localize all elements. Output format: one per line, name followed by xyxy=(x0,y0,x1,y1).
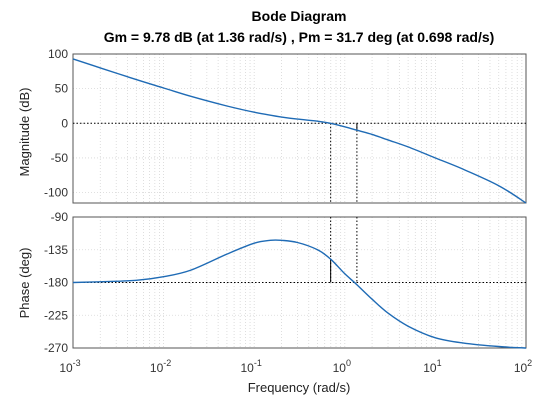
x-tick-label: 10-1 xyxy=(241,358,262,375)
x-tick-label: 102 xyxy=(514,358,532,375)
magnitude-ylabel: Magnitude (dB) xyxy=(17,88,32,177)
x-tick-label: 101 xyxy=(423,358,441,375)
phase-panel: -90 -135 -180 -225 -270 xyxy=(44,210,527,355)
y-tick-label: 0 xyxy=(61,116,68,130)
x-tick-labels: 10-3 10-2 10-1 100 101 102 xyxy=(59,358,532,375)
y-tick-label: 50 xyxy=(55,82,69,96)
x-tick-label: 10-2 xyxy=(150,358,171,375)
phase-series-line xyxy=(72,239,527,349)
x-axis-label: Frequency (rad/s) xyxy=(248,380,351,395)
y-tick-label: -90 xyxy=(51,210,69,224)
y-tick-label: -50 xyxy=(51,151,69,165)
plot-area xyxy=(73,54,526,203)
y-tick-label: -180 xyxy=(44,276,68,290)
y-tick-label: -225 xyxy=(44,308,68,322)
chart-subtitle: Gm = 9.78 dB (at 1.36 rad/s) , Pm = 31.7… xyxy=(104,29,495,45)
y-tick-label: 100 xyxy=(48,47,68,61)
y-tick-label: -100 xyxy=(44,186,68,200)
magnitude-series-line xyxy=(72,58,527,204)
phase-ylabel: Phase (deg) xyxy=(17,248,32,319)
magnitude-panel: 100 50 0 -50 -100 xyxy=(44,47,527,204)
chart-title: Bode Diagram xyxy=(252,8,347,24)
x-tick-label: 100 xyxy=(333,358,351,375)
x-tick-label: 10-3 xyxy=(59,358,80,375)
y-tick-label: -270 xyxy=(44,341,68,355)
axes-box xyxy=(72,53,527,204)
y-tick-label: -135 xyxy=(44,243,68,257)
